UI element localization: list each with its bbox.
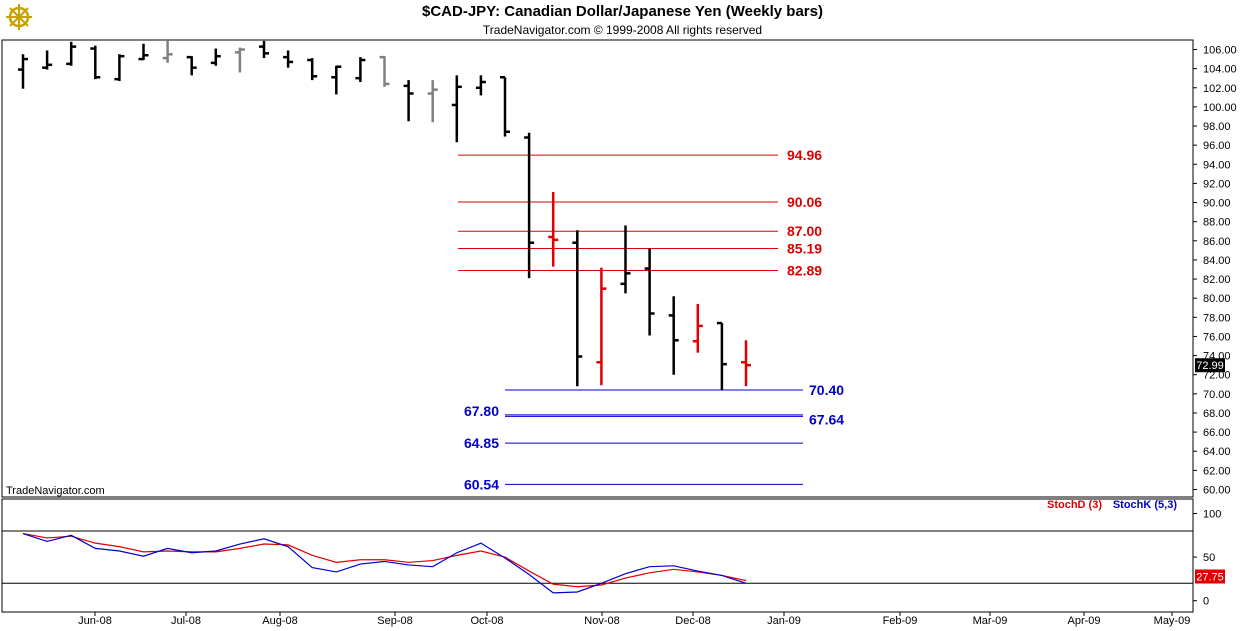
price-y-tick-label: 88.00 xyxy=(1203,217,1231,229)
price-y-tick-label: 102.00 xyxy=(1203,83,1237,95)
price-y-tick-label: 64.00 xyxy=(1203,446,1231,458)
x-tick-label: Aug-08 xyxy=(262,615,297,627)
x-tick-label: Dec-08 xyxy=(675,615,710,627)
price-y-tick-label: 94.00 xyxy=(1203,159,1231,171)
level-label: 85.19 xyxy=(787,241,822,257)
chart-title: $CAD-JPY: Canadian Dollar/Japanese Yen (… xyxy=(422,3,823,20)
level-label: 67.80 xyxy=(464,403,499,419)
price-panel-frame xyxy=(1,39,1194,498)
stoch-y-tick-label: 0 xyxy=(1203,596,1209,608)
x-tick-label: Mar-09 xyxy=(973,615,1008,627)
level-label: 87.00 xyxy=(787,223,822,239)
price-y-tick-label: 70.00 xyxy=(1203,389,1231,401)
legend-stochk: StochK (5,3) xyxy=(1113,499,1178,511)
x-tick-label: May-09 xyxy=(1154,615,1191,627)
price-y-tick-label: 68.00 xyxy=(1203,408,1231,420)
legend-stochd: StochD (3) xyxy=(1047,499,1102,511)
stoch-last-box xyxy=(1195,569,1225,584)
price-y-tick-label: 66.00 xyxy=(1203,427,1231,439)
ship-wheel-logo-icon xyxy=(6,4,32,30)
watermark: TradeNavigator.com xyxy=(6,485,105,497)
stoch-y-tick-label: 100 xyxy=(1203,509,1221,521)
stochk-line xyxy=(22,532,747,594)
price-y-tick-label: 76.00 xyxy=(1203,331,1231,343)
stoch-panel-frame xyxy=(1,498,1194,613)
level-label: 60.54 xyxy=(464,476,499,492)
price-panel: 106.00 104.00 102.00 100.00 98.00 96.00 94.00 9… xyxy=(1,39,1237,498)
level-label: 90.06 xyxy=(787,194,822,210)
stochd-line xyxy=(22,532,747,588)
x-tick-label: Feb-09 xyxy=(883,615,918,627)
x-tick-label: Jan-09 xyxy=(767,615,801,627)
price-y-tick-label: 62.00 xyxy=(1203,465,1231,477)
x-tick-label: Sep-08 xyxy=(377,615,412,627)
x-tick-label: Oct-08 xyxy=(470,615,503,627)
price-y-tick-label: 106.00 xyxy=(1203,45,1237,57)
level-label: 82.89 xyxy=(787,263,822,279)
price-y-tick-label: 96.00 xyxy=(1203,140,1231,152)
price-y-tick-label: 60.00 xyxy=(1203,484,1231,496)
x-tick-label: Jul-08 xyxy=(171,615,201,627)
price-y-tick-label: 98.00 xyxy=(1203,121,1231,133)
price-y-tick-label: 86.00 xyxy=(1203,236,1231,248)
price-y-tick-label: 80.00 xyxy=(1203,293,1231,305)
price-y-tick-label: 72.00 xyxy=(1203,370,1231,382)
chart-subtitle: TradeNavigator.com © 1999-2008 All right… xyxy=(482,23,763,37)
x-axis-band xyxy=(0,613,1245,631)
price-y-tick-label: 90.00 xyxy=(1203,198,1231,210)
level-label: 67.64 xyxy=(809,411,844,427)
stochastic-panel: 100 50 0 27.75 xyxy=(1,498,1225,613)
x-tick-label: Nov-08 xyxy=(584,615,619,627)
chart-header: $CAD-JPY: Canadian Dollar/Japanese Yen (… xyxy=(0,0,1245,38)
x-tick-label: Apr-09 xyxy=(1067,615,1100,627)
price-y-tick-label: 104.00 xyxy=(1203,64,1237,76)
price-y-tick-label: 84.00 xyxy=(1203,255,1231,267)
price-y-tick-label: 78.00 xyxy=(1203,312,1231,324)
price-y-tick-label: 92.00 xyxy=(1203,178,1231,190)
level-label: 94.96 xyxy=(787,147,822,163)
level-label: 70.40 xyxy=(809,382,844,398)
level-label: 64.85 xyxy=(464,435,499,451)
stoch-y-tick-label: 50 xyxy=(1203,552,1215,564)
x-tick-label: Jun-08 xyxy=(78,615,112,627)
stoch-last-label: 27.75 xyxy=(1196,572,1224,584)
last-price-box xyxy=(1195,358,1225,373)
price-y-tick-label: 82.00 xyxy=(1203,274,1231,286)
last-price-label: 72.99 xyxy=(1196,360,1224,372)
price-y-tick-label: 100.00 xyxy=(1203,102,1237,114)
